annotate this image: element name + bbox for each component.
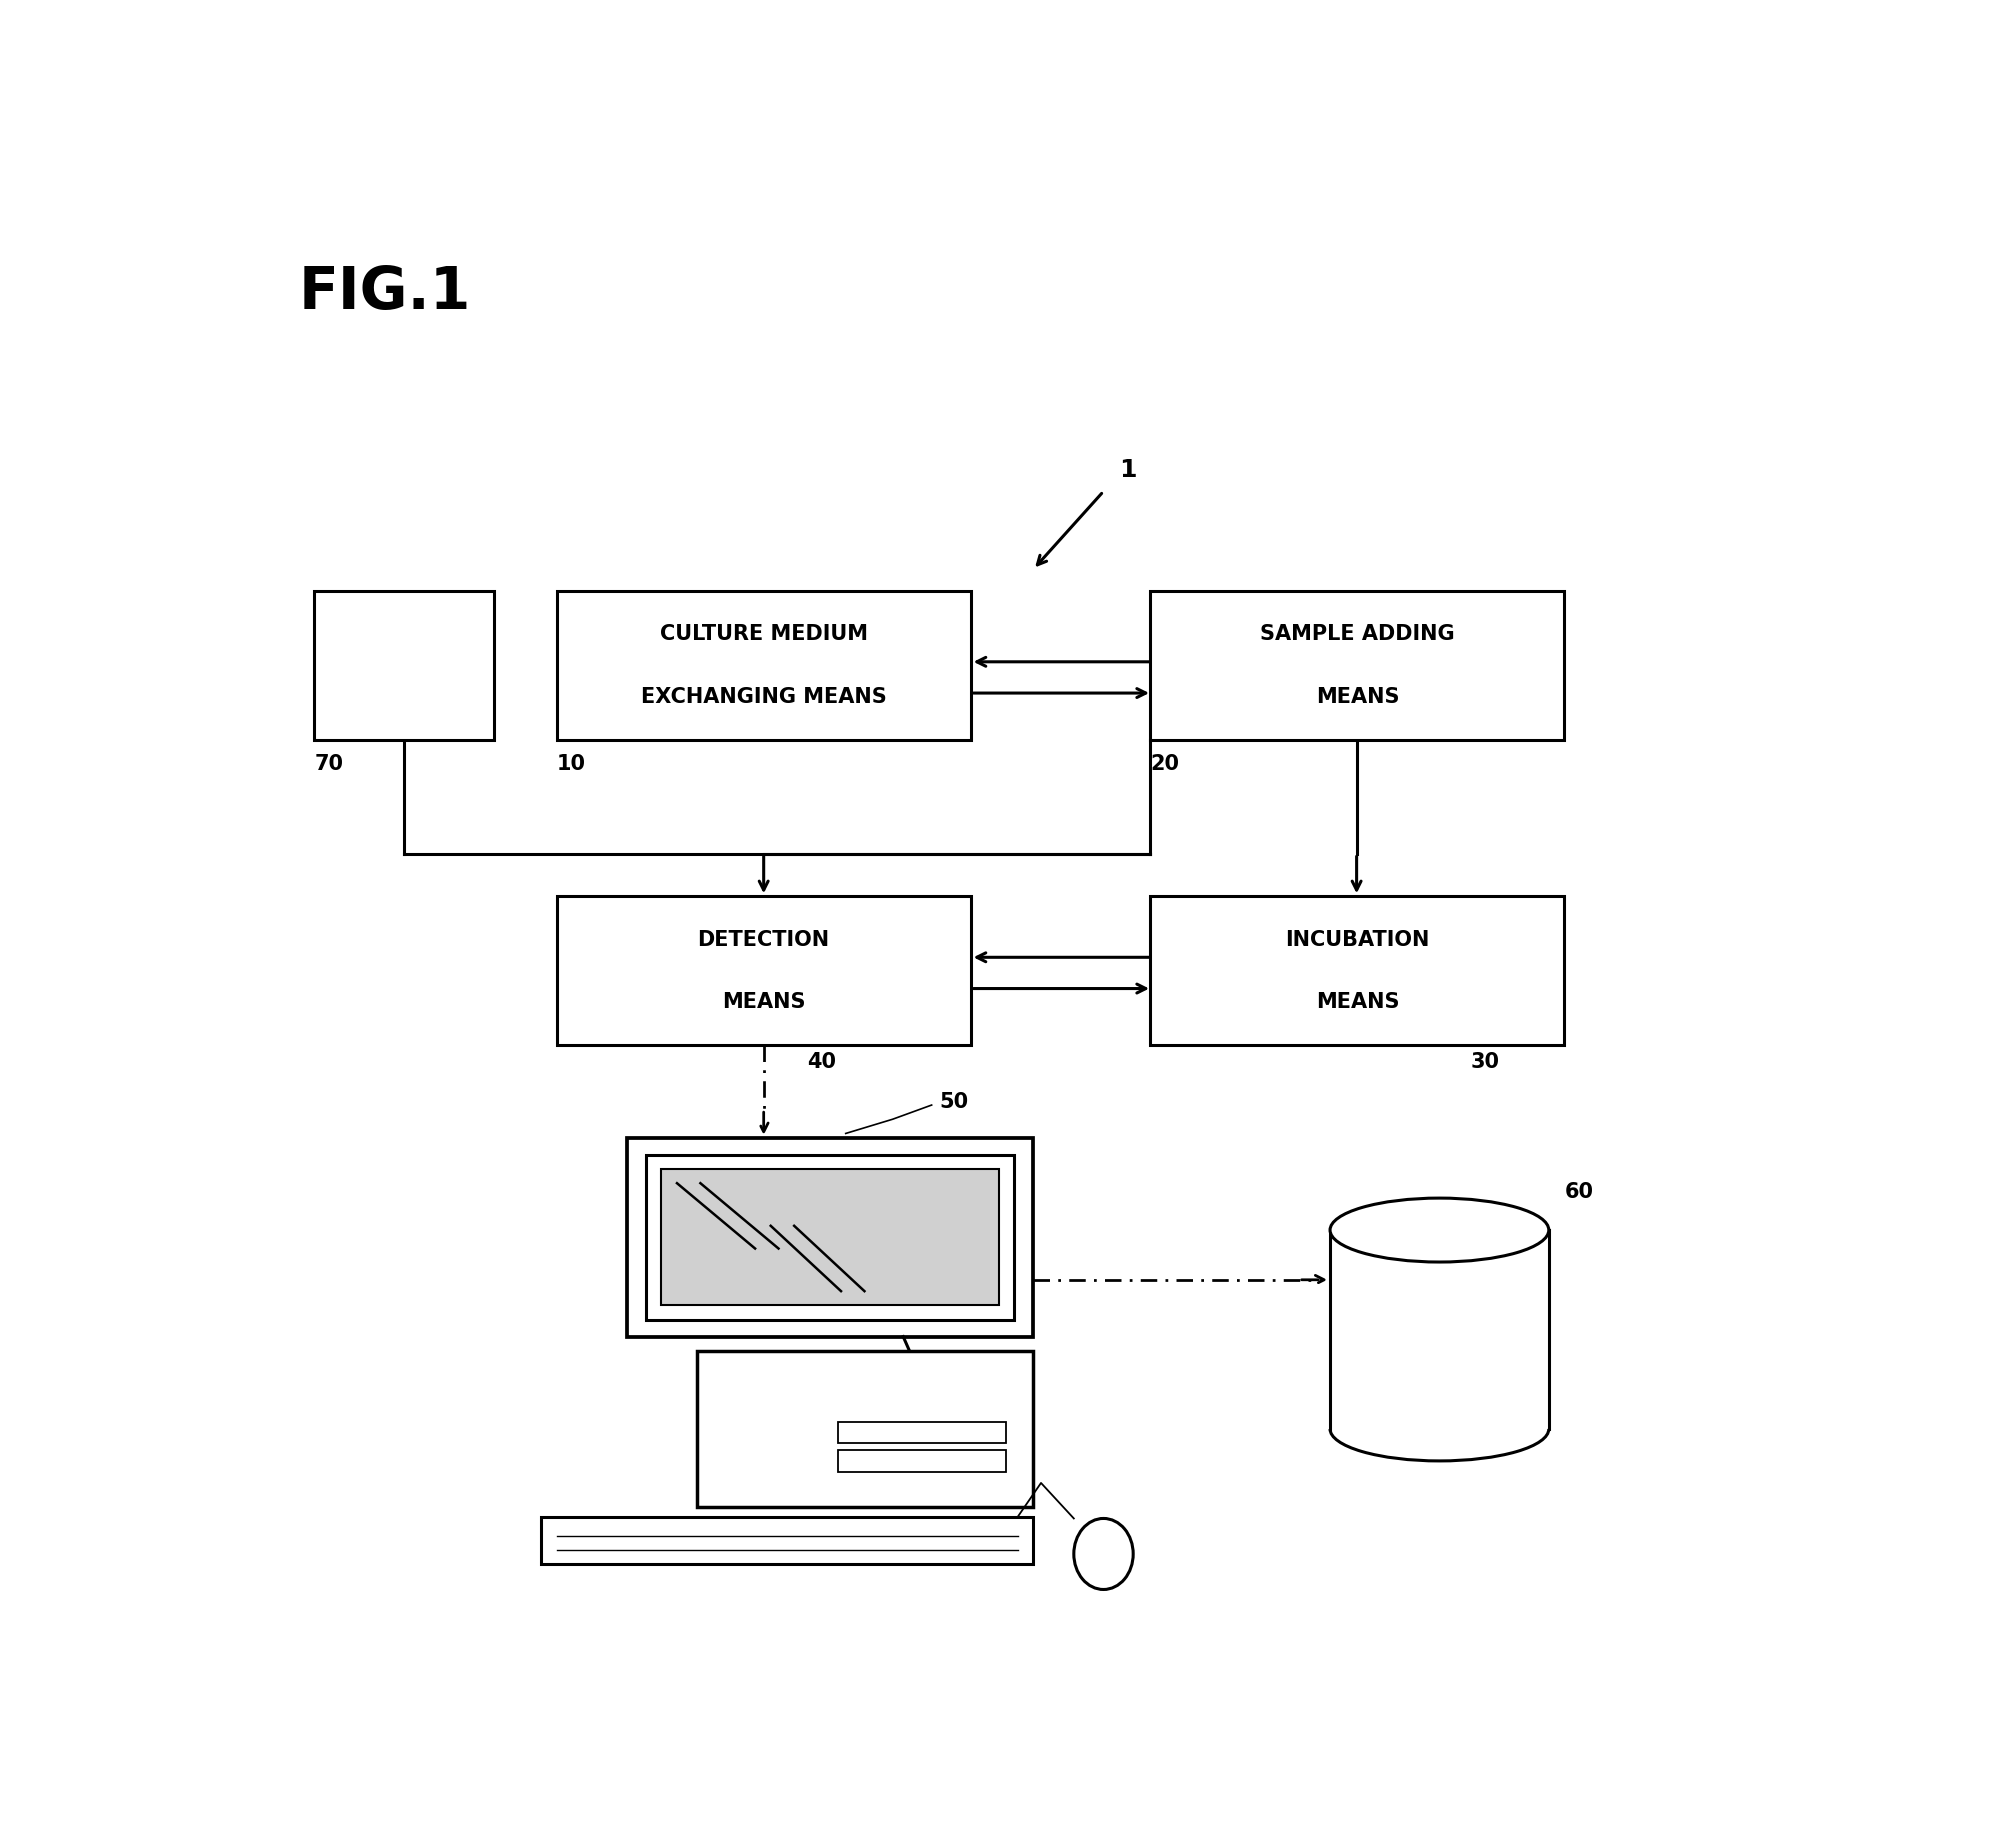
Text: SAMPLE ADDING: SAMPLE ADDING xyxy=(1260,624,1456,644)
Text: MEANS: MEANS xyxy=(1316,993,1399,1013)
Text: 20: 20 xyxy=(1151,755,1179,775)
FancyBboxPatch shape xyxy=(540,1517,1032,1565)
FancyBboxPatch shape xyxy=(627,1138,1032,1336)
Text: 10: 10 xyxy=(556,755,587,775)
FancyBboxPatch shape xyxy=(839,1422,1006,1443)
FancyBboxPatch shape xyxy=(698,1351,1032,1507)
Text: INCUBATION: INCUBATION xyxy=(1286,930,1429,950)
Text: 40: 40 xyxy=(806,1052,837,1072)
Text: FIG.1: FIG.1 xyxy=(298,264,472,321)
FancyBboxPatch shape xyxy=(661,1170,998,1306)
Text: 50: 50 xyxy=(939,1092,968,1113)
Text: MEANS: MEANS xyxy=(1316,686,1399,707)
FancyBboxPatch shape xyxy=(1151,590,1564,740)
Ellipse shape xyxy=(1331,1197,1548,1262)
Text: DETECTION: DETECTION xyxy=(698,930,831,950)
Text: CULTURE MEDIUM: CULTURE MEDIUM xyxy=(659,624,867,644)
Text: MEANS: MEANS xyxy=(722,993,806,1013)
FancyBboxPatch shape xyxy=(556,897,972,1046)
Text: 1: 1 xyxy=(1119,458,1137,482)
Text: 60: 60 xyxy=(1564,1181,1593,1201)
FancyBboxPatch shape xyxy=(839,1450,1006,1472)
FancyBboxPatch shape xyxy=(314,590,494,740)
FancyBboxPatch shape xyxy=(556,590,972,740)
FancyBboxPatch shape xyxy=(645,1155,1014,1319)
Text: 30: 30 xyxy=(1470,1052,1500,1072)
Text: 70: 70 xyxy=(314,755,343,775)
FancyBboxPatch shape xyxy=(1151,897,1564,1046)
Ellipse shape xyxy=(1075,1518,1133,1590)
Text: EXCHANGING MEANS: EXCHANGING MEANS xyxy=(641,686,887,707)
